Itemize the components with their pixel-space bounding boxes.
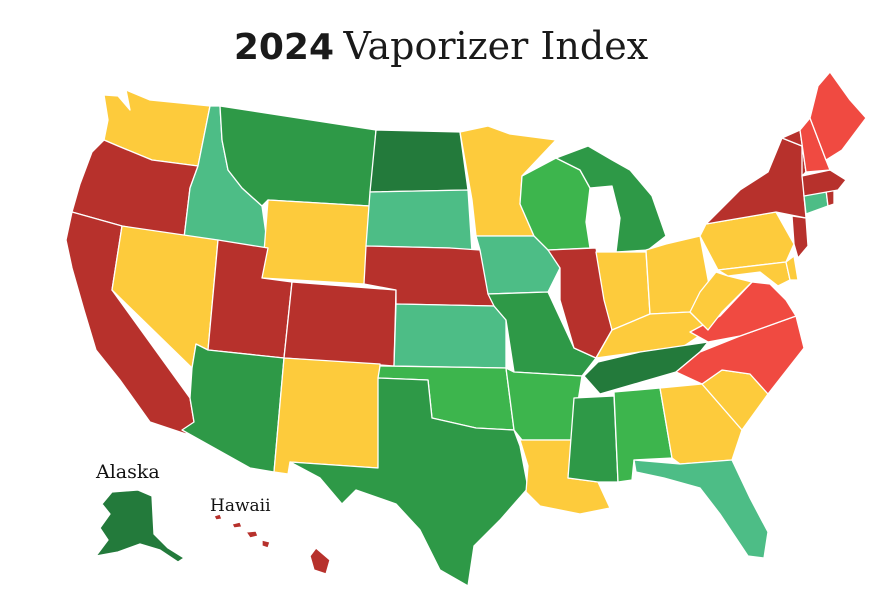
state-az[interactable] xyxy=(181,343,285,473)
title-text: Vaporizer Index xyxy=(343,24,649,68)
state-ar[interactable] xyxy=(505,367,583,441)
state-fl[interactable] xyxy=(633,459,769,559)
map-title: 2024 Vaporizer Index xyxy=(0,24,882,69)
state-nc[interactable] xyxy=(675,315,805,395)
state-nm[interactable] xyxy=(273,357,381,475)
state-ms[interactable] xyxy=(567,395,619,483)
state-co[interactable] xyxy=(283,281,397,367)
state-sd[interactable] xyxy=(365,189,473,253)
state-de[interactable] xyxy=(785,255,799,281)
alaska-label: Alaska xyxy=(95,461,160,483)
state-vt[interactable] xyxy=(781,129,807,177)
state-ak[interactable] xyxy=(95,489,185,563)
state-hi[interactable] xyxy=(213,513,331,575)
state-nj[interactable] xyxy=(791,215,809,259)
state-va[interactable] xyxy=(689,281,797,343)
state-wv[interactable] xyxy=(689,271,753,331)
state-ny[interactable] xyxy=(705,137,807,225)
state-nh[interactable] xyxy=(799,117,831,173)
state-ks[interactable] xyxy=(393,303,507,369)
hawaii-label: Hawaii xyxy=(210,496,271,516)
state-me[interactable] xyxy=(809,71,867,161)
state-wy[interactable] xyxy=(261,199,371,285)
state-tn[interactable] xyxy=(583,341,709,395)
state-nd[interactable] xyxy=(369,129,469,193)
state-tx[interactable] xyxy=(289,377,529,587)
title-year: 2024 xyxy=(233,27,335,68)
state-ma[interactable] xyxy=(801,169,847,197)
